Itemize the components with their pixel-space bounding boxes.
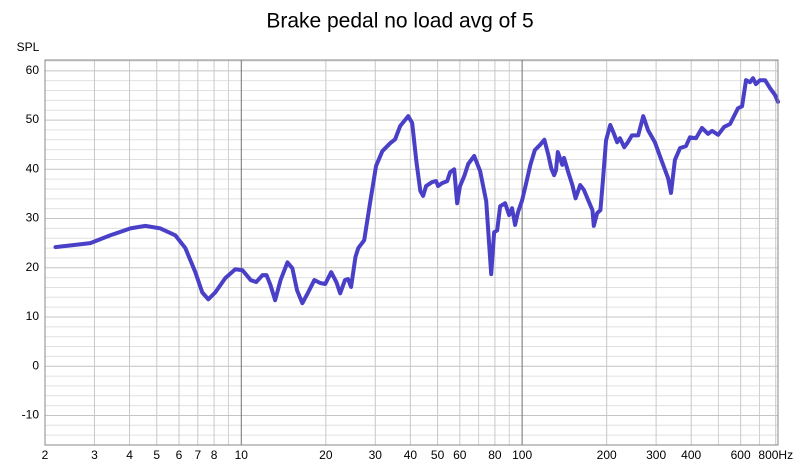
plot-frame <box>44 59 779 446</box>
x-tick-label: 40 <box>404 448 418 462</box>
x-tick-label: 300 <box>646 448 666 462</box>
plot <box>53 76 780 306</box>
y-axis-label: SPL <box>17 40 40 54</box>
x-tick-label: 10 <box>235 448 249 462</box>
x-tick-label: 100 <box>512 448 532 462</box>
x-tick-label: 60 <box>453 448 467 462</box>
y-tick-label: 40 <box>26 161 40 175</box>
x-tick-label: 800Hz <box>758 448 793 462</box>
y-tick-label: 50 <box>26 112 40 126</box>
x-tick-label: 20 <box>319 448 333 462</box>
x-tick-label: 8 <box>211 448 218 462</box>
x-tick-label: 3 <box>91 448 98 462</box>
x-tick-label: 200 <box>597 448 617 462</box>
y-tick-label: 30 <box>26 211 40 225</box>
y-tick-label: 20 <box>26 260 40 274</box>
x-tick-label: 6 <box>176 448 183 462</box>
x-tick-label: 30 <box>369 448 383 462</box>
y-tick-label: 60 <box>26 63 40 77</box>
x-tick-label: 7 <box>194 448 201 462</box>
y-tick-label: -10 <box>22 408 40 422</box>
chart-title: Brake pedal no load avg of 5 <box>266 10 533 33</box>
x-tick-label: 600 <box>731 448 751 462</box>
x-tick-label: 80 <box>488 448 502 462</box>
y-tick-label: 0 <box>32 358 39 372</box>
x-tick-label: 50 <box>431 448 445 462</box>
x-tick-label: 4 <box>126 448 133 462</box>
x-tick-label: 400 <box>681 448 701 462</box>
x-tick-label: 5 <box>153 448 160 462</box>
y-tick-label: 10 <box>26 309 40 323</box>
data-line <box>53 76 780 306</box>
x-tick-label: 2 <box>42 448 49 462</box>
grid <box>44 60 778 445</box>
